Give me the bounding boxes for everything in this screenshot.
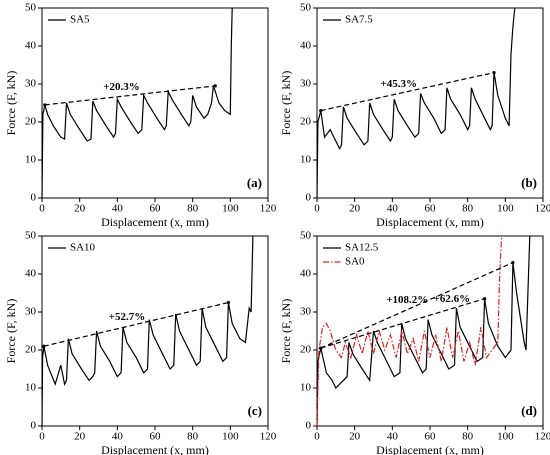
x-tick-label: 120 bbox=[535, 203, 550, 215]
annotation: +45.3% bbox=[380, 78, 417, 90]
trend-point bbox=[226, 300, 231, 305]
trend-point bbox=[483, 297, 487, 301]
trend-point bbox=[319, 109, 323, 113]
legend-label: SA0 bbox=[345, 256, 365, 268]
x-axis-label: Displacement (x, mm) bbox=[101, 215, 209, 229]
y-axis-label: Force (F, kN) bbox=[279, 71, 293, 136]
x-tick-label: 20 bbox=[349, 431, 361, 443]
x-tick-label: 120 bbox=[535, 431, 550, 443]
x-tick-label: 40 bbox=[387, 203, 399, 215]
x-tick-label: 0 bbox=[314, 431, 320, 443]
y-axis-label: Force (F, kN) bbox=[279, 299, 293, 364]
plot-frame bbox=[41, 235, 269, 427]
x-tick-label: 40 bbox=[387, 431, 399, 443]
x-tick-label: 100 bbox=[222, 203, 239, 215]
annotation: +62.6% bbox=[434, 293, 471, 305]
panel-label: (d) bbox=[521, 403, 537, 418]
trend-point bbox=[43, 103, 47, 107]
x-tick-label: 80 bbox=[462, 203, 474, 215]
panel-label: (a) bbox=[247, 175, 262, 190]
x-tick-label: 120 bbox=[260, 203, 277, 215]
trend-line bbox=[320, 72, 495, 112]
y-tick-label: 50 bbox=[300, 230, 312, 242]
y-tick-label: 30 bbox=[300, 306, 312, 318]
x-axis-label: Displacement (x, mm) bbox=[101, 443, 209, 455]
trend-point bbox=[511, 261, 515, 265]
x-tick-label: 0 bbox=[39, 431, 45, 443]
trend-point bbox=[42, 344, 46, 348]
trend-line bbox=[320, 298, 485, 349]
x-tick-label: 40 bbox=[112, 203, 124, 215]
legend-label: SA12.5 bbox=[345, 242, 379, 254]
y-axis-label: Force (F, kN) bbox=[4, 299, 18, 364]
x-axis-label: Displacement (x, mm) bbox=[376, 215, 484, 229]
y-tick-label: 0 bbox=[306, 192, 312, 204]
x-tick-label: 20 bbox=[349, 203, 361, 215]
x-axis-label: Displacement (x, mm) bbox=[376, 443, 484, 455]
x-tick-label: 60 bbox=[425, 431, 437, 443]
x-tick-label: 60 bbox=[150, 431, 162, 443]
data-line bbox=[316, 7, 516, 199]
x-tick-label: 80 bbox=[462, 431, 474, 443]
legend-label: SA5 bbox=[70, 14, 90, 26]
panel: 0 20 40 60 80 100 120 0 10 20 30 40 50 Displacement (… bbox=[4, 230, 277, 455]
data-line bbox=[41, 235, 254, 427]
x-tick-label: 60 bbox=[425, 203, 437, 215]
panel: 0 20 40 60 80 100 120 0 10 20 30 40 50 Displacement (… bbox=[279, 230, 550, 455]
y-tick-label: 20 bbox=[300, 116, 312, 128]
panel-label: (b) bbox=[521, 175, 537, 190]
x-tick-label: 60 bbox=[150, 203, 162, 215]
x-tick-label: 120 bbox=[260, 431, 277, 443]
data-line bbox=[316, 235, 503, 427]
y-tick-label: 30 bbox=[25, 78, 37, 90]
y-tick-label: 0 bbox=[31, 420, 37, 432]
annotation: +20.3% bbox=[103, 81, 140, 93]
y-tick-label: 20 bbox=[25, 116, 37, 128]
trend-point bbox=[492, 71, 496, 75]
y-tick-label: 10 bbox=[25, 382, 37, 394]
x-tick-label: 100 bbox=[497, 203, 514, 215]
y-tick-label: 50 bbox=[25, 2, 37, 14]
trend-point bbox=[319, 346, 323, 350]
trend-line bbox=[320, 262, 514, 349]
y-tick-label: 40 bbox=[300, 268, 312, 280]
annotation: +52.7% bbox=[109, 311, 146, 323]
panel: 0 20 40 60 80 100 120 0 10 20 30 40 50 Displacement (… bbox=[4, 2, 277, 229]
x-tick-label: 100 bbox=[222, 431, 239, 443]
trend-point bbox=[213, 84, 217, 88]
x-tick-label: 20 bbox=[74, 203, 86, 215]
data-line bbox=[316, 235, 531, 427]
y-tick-label: 40 bbox=[25, 268, 37, 280]
annotation: +108.2% bbox=[386, 294, 428, 306]
y-tick-label: 50 bbox=[25, 230, 37, 242]
x-tick-label: 0 bbox=[39, 203, 45, 215]
legend-label: SA7.5 bbox=[345, 14, 373, 26]
y-tick-label: 30 bbox=[300, 78, 312, 90]
trend-line bbox=[44, 85, 216, 106]
plot-frame bbox=[41, 7, 269, 199]
x-tick-label: 80 bbox=[187, 203, 199, 215]
x-tick-label: 40 bbox=[112, 431, 124, 443]
panel-label: (c) bbox=[248, 403, 262, 418]
y-tick-label: 50 bbox=[300, 2, 312, 14]
x-tick-label: 20 bbox=[74, 431, 86, 443]
legend-label: SA10 bbox=[70, 242, 96, 254]
x-tick-label: 100 bbox=[497, 431, 514, 443]
y-tick-label: 10 bbox=[300, 382, 312, 394]
y-tick-label: 40 bbox=[25, 40, 37, 52]
x-tick-label: 80 bbox=[187, 431, 199, 443]
y-axis-label: Force (F, kN) bbox=[4, 71, 18, 136]
x-tick-label: 0 bbox=[314, 203, 320, 215]
y-tick-label: 10 bbox=[300, 154, 312, 166]
y-tick-label: 0 bbox=[31, 192, 37, 204]
y-tick-label: 40 bbox=[300, 40, 312, 52]
y-tick-label: 20 bbox=[300, 344, 312, 356]
y-tick-label: 10 bbox=[25, 154, 37, 166]
y-tick-label: 30 bbox=[25, 306, 37, 318]
y-tick-label: 20 bbox=[25, 344, 37, 356]
data-line bbox=[41, 7, 233, 199]
y-tick-label: 0 bbox=[306, 420, 312, 432]
panel: 0 20 40 60 80 100 120 0 10 20 30 40 50 Displacement (… bbox=[279, 2, 550, 229]
